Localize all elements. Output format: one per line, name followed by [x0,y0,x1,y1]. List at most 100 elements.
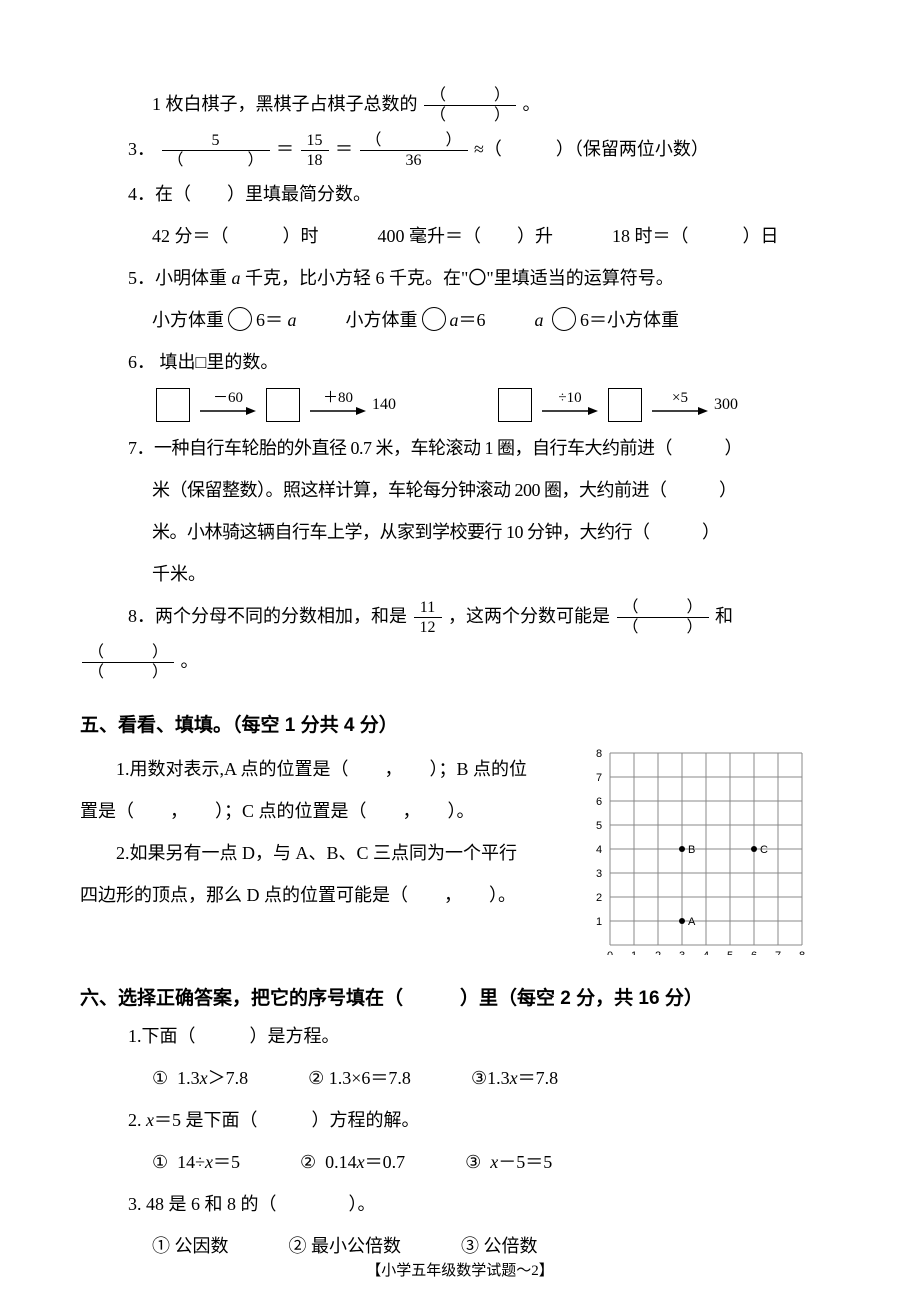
q7-l2: 米（保留整数）。照这样计算，车轮每分钟滚动 200 圈，大约前进（ ） [80,472,840,508]
q8-frac: 11 12 [414,599,442,637]
q8-b1-den: （ ） [617,618,709,637]
sec5-p2b: 四边形的顶点，那么 D 点的位置可能是（ ， ）。 [80,877,560,913]
arrow-icon [542,404,598,418]
q5-e2c: ＝6 [459,310,486,330]
svg-text:0: 0 [607,950,613,955]
q8-blank2: （ ） （ ） [82,644,174,682]
coordinate-grid: 01234567812345678ABC [580,745,840,955]
q8-line2: （ ） （ ） 。 [80,643,840,682]
q2-tail-prefix: 1 枚白棋子，黑棋子占棋子总数的 [152,94,418,114]
q4-b: 400 毫升＝（ ）升 [378,226,554,246]
arrow-icon [652,404,708,418]
q3-f1-num: 5 [162,132,270,152]
q3-f2-den: 18 [301,151,329,170]
arrow-icon [310,404,366,418]
sec5-p1a: 1.用数对表示,A 点的位置是（ ， ）；B 点的位 [80,751,560,787]
q5-expressions: 小方体重6＝ a 小方体重a＝6 a 6＝小方体重 [80,302,840,338]
svg-text:7: 7 [775,950,781,955]
q5-e1b: 6＝ [256,310,288,330]
q8-suffix: 。 [181,651,199,671]
q5-label: 5．小明体重 [128,268,232,288]
q3-approx: ≈（ ）（保留两位小数） [474,139,709,159]
q4-a: 42 分＝（ ）时 [152,226,319,246]
svg-text:2: 2 [596,892,602,904]
q4-c: 18 时＝（ ）日 [612,226,779,246]
sec6-q2-o3: ③ x－5＝5 [465,1144,552,1180]
q3-f3-den: 36 [360,151,468,170]
sec6-q1-o1: ① 1.3x＞7.8 [152,1060,248,1096]
q2-suffix: 。 [523,94,541,114]
box-a2 [266,388,300,422]
q5-e2b: a [450,310,459,330]
svg-text:5: 5 [596,820,602,832]
box-b1 [498,388,532,422]
sec5-p2a: 2.如果另有一点 D，与 A、B、C 三点同为一个平行 [80,835,560,871]
q3-f3-num: （ ） [360,132,468,152]
box-b2 [608,388,642,422]
operator-circle-3 [552,307,576,331]
q8-f-den: 12 [414,618,442,637]
svg-text:3: 3 [679,950,685,955]
page: 1 枚白棋子，黑棋子占棋子总数的 （ ） （ ） 。 3． 5 （ ） ＝ 15… [0,0,920,1310]
svg-text:6: 6 [596,796,602,808]
grid-svg: 01234567812345678ABC [580,745,820,955]
q3-eq2: ＝ [335,139,353,159]
svg-text:8: 8 [596,748,602,760]
svg-text:5: 5 [727,950,733,955]
svg-text:2: 2 [655,950,661,955]
q5-e3b: 6＝小方体重 [580,310,679,330]
svg-text:1: 1 [596,916,602,928]
svg-text:B: B [688,844,695,856]
operator-circle-2 [422,307,446,331]
sec6-q3-stem: 3. 48 是 6 和 8 的（ ）。 [80,1186,840,1222]
arrow-a1: －60 [200,391,256,418]
sec6-q1-o3: ③1.3x＝7.8 [471,1060,558,1096]
sec5-title: 五、看看、填填。（每空 1 分共 4 分） [80,710,840,737]
q3-eq1: ＝ [276,139,294,159]
svg-text:A: A [688,916,696,928]
q5-label2: 千克，比小方轻 6 千克。在"〇"里填适当的运算符号。 [241,268,674,288]
page-footer: 【小学五年级数学试题～2】 [0,1259,920,1280]
q3-f1-den: （ ） [162,151,270,170]
q5-e1a: 小方体重 [152,310,224,330]
q7-l4: 千米。 [80,556,840,592]
q6-a-end: 140 [372,396,396,414]
sec5-wrap: 1.用数对表示,A 点的位置是（ ， ）；B 点的位 置是（ ， ）；C 点的位… [80,745,840,955]
arrow-b1: ÷10 [542,391,598,418]
sec6-q2-options: ① 14÷x＝5 ② 0.14x＝0.7 ③ x－5＝5 [80,1144,840,1180]
svg-text:4: 4 [703,950,709,955]
q4-items: 42 分＝（ ）时 400 毫升＝（ ）升 18 时＝（ ）日 [80,218,840,254]
sec6-title: 六、选择正确答案，把它的序号填在（ ）里（每空 2 分，共 16 分） [80,983,840,1010]
q5-e1c: a [288,310,297,330]
q8-b2-num: （ ） [82,644,174,664]
q8-f-num: 11 [414,599,442,619]
q8-and: 和 [715,606,733,626]
q6-flow: －60 ＋80 140 ÷10 ×5 300 [152,388,840,422]
q8-line1: 8．两个分母不同的分数相加，和是 11 12 ，这两个分数可能是 （ ） （ ）… [80,598,840,637]
svg-text:8: 8 [799,950,805,955]
sec6-q2-o2: ② 0.14x＝0.7 [300,1144,405,1180]
q5-stem: 5．小明体重 a 千克，比小方轻 6 千克。在"〇"里填适当的运算符号。 [80,260,840,296]
q5-e3a: a [535,310,544,330]
q2-fraction: （ ） （ ） [424,87,516,125]
q4-label: 4．在（ ）里填最简分数。 [80,176,840,212]
operator-circle-1 [228,307,252,331]
q6-b-end: 300 [714,396,738,414]
q3-frac1: 5 （ ） [162,132,270,170]
svg-text:6: 6 [751,950,757,955]
sec6-q2-stem: 2. x＝5 是下面（ ）方程的解。 [80,1102,840,1138]
sec6-q1-stem: 1.下面（ ）是方程。 [80,1018,840,1054]
arrow-b2: ×5 [652,391,708,418]
q3-frac2: 15 18 [301,132,329,170]
q2-tail: 1 枚白棋子，黑棋子占棋子总数的 （ ） （ ） 。 [80,86,840,125]
q6-group-a: －60 ＋80 140 [152,388,396,422]
svg-text:4: 4 [596,844,602,856]
sec6-q1-options: ① 1.3x＞7.8 ② 1.3×6＝7.8 ③1.3x＝7.8 [80,1060,840,1096]
sec5-text: 1.用数对表示,A 点的位置是（ ， ）；B 点的位 置是（ ， ）；C 点的位… [80,745,560,919]
arrow-icon [200,404,256,418]
q6-label: 6． 填出□里的数。 [80,344,840,380]
q2-frac-den: （ ） [424,106,516,125]
svg-text:1: 1 [631,950,637,955]
q8-blank1: （ ） （ ） [617,599,709,637]
sec5-p1b: 置是（ ， ）；C 点的位置是（ ， ）。 [80,793,560,829]
